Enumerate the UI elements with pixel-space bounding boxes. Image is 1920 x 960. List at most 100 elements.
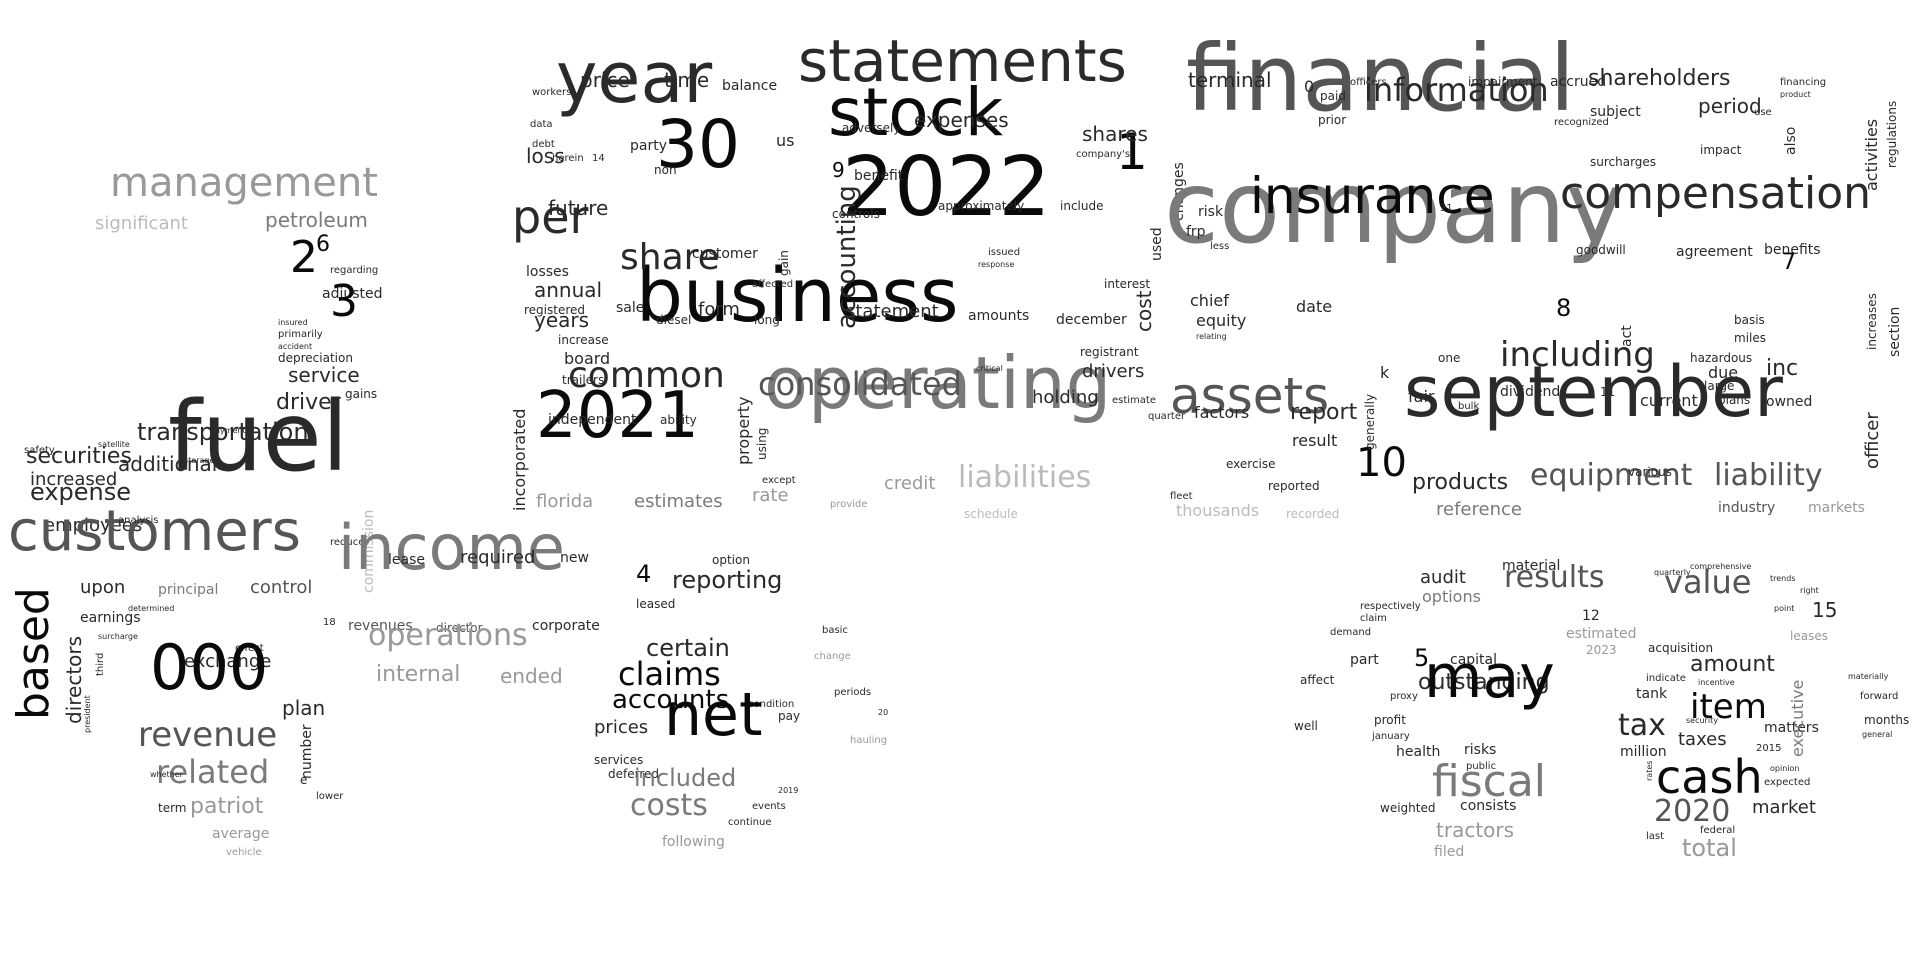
word-18: 18 bbox=[323, 616, 336, 628]
word-amounts: amounts bbox=[968, 307, 1030, 324]
word-price: price bbox=[580, 67, 630, 92]
word-upon: upon bbox=[80, 577, 126, 599]
word-expenses: expenses bbox=[914, 107, 1009, 132]
word-6: 6 bbox=[316, 231, 330, 257]
word-comprehensive: comprehensive bbox=[1690, 562, 1752, 572]
word-executive: executive bbox=[1788, 679, 1807, 757]
word-workers: workers bbox=[532, 86, 572, 98]
word-information: information bbox=[1364, 70, 1549, 109]
word-generally: generally bbox=[1363, 394, 1377, 451]
word-used: used bbox=[1149, 226, 1165, 261]
word-internal: internal bbox=[376, 661, 461, 687]
word-periods: periods bbox=[834, 686, 872, 698]
word-materially: materially bbox=[1848, 672, 1889, 682]
word-primarily: primarily bbox=[278, 328, 323, 340]
word-term: term bbox=[158, 801, 187, 816]
word-fuel: fuel bbox=[168, 381, 349, 494]
word-consolidated: consolidated bbox=[758, 364, 962, 403]
word-directors: directors bbox=[62, 635, 86, 724]
word-customer: customer bbox=[692, 245, 758, 262]
word-include: include bbox=[1060, 199, 1104, 214]
word-petroleum: petroleum bbox=[265, 207, 368, 232]
word-us: us bbox=[776, 130, 795, 150]
word-ended: ended bbox=[500, 663, 563, 688]
word-chief: chief bbox=[1190, 290, 1229, 310]
word-reported: reported bbox=[1268, 479, 1320, 494]
word-well: well bbox=[1294, 719, 1318, 734]
word-party: party bbox=[630, 137, 667, 154]
word-11: 11 bbox=[1600, 385, 1616, 400]
word-statement: statement bbox=[846, 301, 939, 323]
word-opinion: opinion bbox=[1770, 764, 1800, 774]
word-herein: herein bbox=[552, 152, 584, 164]
word-million: million bbox=[1620, 743, 1667, 760]
word-compensation: compensation bbox=[1560, 167, 1872, 219]
word-current: current bbox=[1640, 390, 1698, 410]
word-public: public bbox=[1466, 760, 1497, 772]
word-based: based bbox=[8, 587, 59, 720]
word-use: use bbox=[1754, 106, 1772, 118]
word-year: year bbox=[556, 36, 713, 119]
word-property: property bbox=[734, 396, 753, 465]
word-basis: basis bbox=[1734, 313, 1765, 328]
word-service: service bbox=[288, 362, 360, 387]
word-markets: markets bbox=[1808, 499, 1865, 516]
word-weighted: weighted bbox=[1380, 801, 1436, 816]
word-frp: frp bbox=[1186, 223, 1206, 240]
word-various: various bbox=[1628, 465, 1672, 480]
word-increase: increase bbox=[558, 333, 609, 348]
word-satellite: satellite bbox=[98, 440, 130, 450]
word-payments: payments bbox=[210, 426, 250, 436]
word-claims: claims bbox=[618, 654, 721, 693]
word-hauling: hauling bbox=[850, 734, 888, 746]
word-pay: pay bbox=[778, 709, 801, 724]
word-material: material bbox=[1502, 557, 1561, 574]
word-shareholders: shareholders bbox=[1588, 65, 1731, 91]
word-total: total bbox=[1682, 834, 1737, 863]
word-stock: stock bbox=[828, 73, 1004, 151]
word-board: board bbox=[564, 348, 611, 368]
word-fiscal: fiscal bbox=[1432, 755, 1547, 807]
word-condition: condition bbox=[748, 698, 795, 710]
word-driver: driver bbox=[276, 389, 341, 415]
word-consists: consists bbox=[1460, 797, 1517, 814]
word-regarding: regarding bbox=[330, 264, 379, 276]
word-inc: inc bbox=[1766, 355, 1799, 381]
word-patriot: patriot bbox=[190, 793, 264, 819]
word-officer: officer bbox=[1862, 412, 1883, 470]
word-estimated: estimated bbox=[1566, 625, 1637, 642]
word-2: 2 bbox=[290, 231, 318, 283]
word-audit: audit bbox=[1420, 567, 1466, 589]
word-data: data bbox=[530, 118, 553, 130]
word-business: business bbox=[636, 253, 959, 340]
word-tax: tax bbox=[1618, 708, 1666, 744]
word-2020: 2020 bbox=[1654, 794, 1731, 830]
word-increased: increased bbox=[30, 469, 118, 491]
word-federal: federal bbox=[1700, 824, 1736, 836]
word-liability: liability bbox=[1714, 458, 1823, 494]
word-thousands: thousands bbox=[1176, 500, 1260, 520]
word-accrued: accrued bbox=[1550, 73, 1607, 90]
word-leased: leased bbox=[636, 597, 676, 612]
word-act: act bbox=[1619, 324, 1635, 347]
word-proxy: proxy bbox=[1390, 690, 1418, 702]
word-12: 12 bbox=[1582, 607, 1600, 624]
word-respectively: respectively bbox=[1360, 600, 1421, 612]
word-new: new bbox=[560, 549, 589, 566]
word-share: share bbox=[620, 237, 720, 279]
word-prices: prices bbox=[594, 717, 649, 739]
word-quarter: quarter bbox=[1148, 410, 1186, 422]
word-last: last bbox=[1646, 830, 1665, 842]
word-section: section bbox=[1887, 306, 1903, 357]
word-miles: miles bbox=[1734, 331, 1766, 346]
word-accounting: accounting bbox=[832, 184, 862, 329]
word-net: net bbox=[664, 679, 763, 750]
word-point: point bbox=[1774, 604, 1795, 614]
word-exchange: exchange bbox=[184, 651, 272, 673]
word-balance: balance bbox=[722, 77, 778, 94]
word-tractors: tractors bbox=[1436, 817, 1515, 842]
word-insurance: insurance bbox=[1250, 167, 1495, 225]
word-analysis: analysis bbox=[118, 514, 159, 526]
word-annual: annual bbox=[534, 277, 603, 302]
word-independent: independent bbox=[548, 411, 637, 428]
